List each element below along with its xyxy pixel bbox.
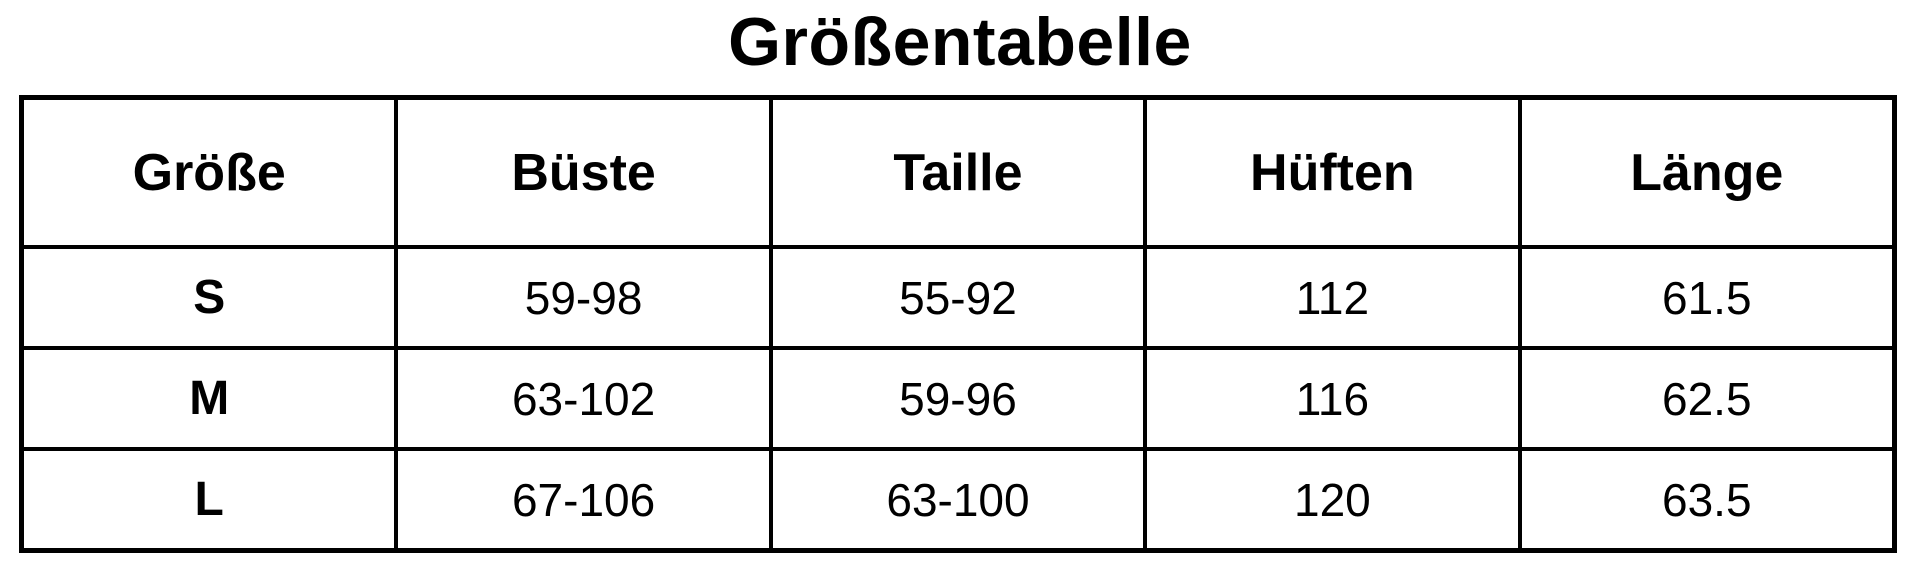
size-cell: L xyxy=(19,447,399,553)
hip-value: 112 xyxy=(1143,245,1522,350)
page-title: Größentabelle xyxy=(728,4,1192,80)
column-header-hueften: Hüften xyxy=(1143,95,1522,249)
table-row-l: L 67-106 63-100 120 63.5 xyxy=(19,447,1897,553)
size-chart-body: S 59-98 55-92 112 61.5 M 63-102 59-96 11… xyxy=(19,245,1897,553)
column-header-bueste: Büste xyxy=(394,95,773,249)
length-value: 61.5 xyxy=(1517,245,1897,350)
length-value: 63.5 xyxy=(1517,447,1897,553)
column-header-laenge: Länge xyxy=(1517,95,1897,249)
waist-value: 55-92 xyxy=(768,245,1148,350)
length-value: 62.5 xyxy=(1517,346,1897,451)
size-cell: M xyxy=(19,346,399,451)
header-row: Größe Büste Taille Hüften Länge xyxy=(19,95,1897,249)
table-row-m: M 63-102 59-96 116 62.5 xyxy=(19,346,1897,451)
bust-value: 63-102 xyxy=(394,346,773,451)
column-header-groesse: Größe xyxy=(19,95,399,249)
size-cell: S xyxy=(19,245,399,350)
bust-value: 67-106 xyxy=(394,447,773,553)
waist-value: 63-100 xyxy=(768,447,1148,553)
waist-value: 59-96 xyxy=(768,346,1148,451)
bust-value: 59-98 xyxy=(394,245,773,350)
hip-value: 120 xyxy=(1143,447,1522,553)
table-row-s: S 59-98 55-92 112 61.5 xyxy=(19,245,1897,350)
size-chart-table: Größe Büste Taille Hüften Länge S 59-98 … xyxy=(19,95,1897,553)
size-chart-header: Größe Büste Taille Hüften Länge xyxy=(19,95,1897,249)
hip-value: 116 xyxy=(1143,346,1522,451)
column-header-taille: Taille xyxy=(768,95,1148,249)
